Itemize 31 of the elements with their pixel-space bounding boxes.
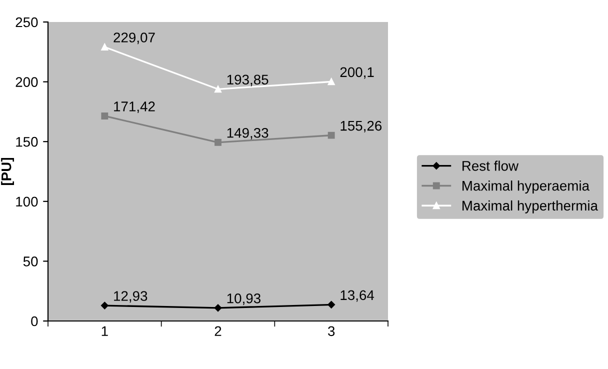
y-axis-title: [PU] xyxy=(1,158,14,185)
data-label: 149,33 xyxy=(227,128,268,140)
legend-label: Maximal hyperaemia xyxy=(462,180,590,194)
data-label: 12,93 xyxy=(114,291,148,303)
data-label: 200,1 xyxy=(340,67,374,79)
data-label: 10,93 xyxy=(227,293,260,305)
data-label: 229,07 xyxy=(114,32,155,44)
x-tick-label: 3 xyxy=(328,326,335,336)
y-tick-label: 150 xyxy=(16,136,38,147)
x-tick-label: 2 xyxy=(214,326,222,336)
point xyxy=(214,138,222,146)
x-tick-label: 1 xyxy=(102,326,108,336)
data-label: 13,64 xyxy=(340,290,374,302)
legend-label: Maximal hyperthermia xyxy=(462,200,598,214)
point xyxy=(101,44,108,51)
y-tick-label: 0 xyxy=(31,316,38,326)
point xyxy=(214,86,222,93)
point xyxy=(328,78,335,86)
point xyxy=(328,132,335,139)
data-label: 193,85 xyxy=(227,74,268,86)
point xyxy=(101,302,108,310)
y-tick-label: 200 xyxy=(16,77,38,87)
point xyxy=(328,301,335,308)
data-label: 155,26 xyxy=(340,120,382,132)
legend-label: Rest flow xyxy=(462,160,519,171)
point xyxy=(101,112,108,120)
point xyxy=(214,304,222,312)
y-tick-label: 50 xyxy=(23,256,38,266)
y-tick-label: 100 xyxy=(16,196,38,207)
data-label: 171,42 xyxy=(114,102,155,114)
y-tick-label: 250 xyxy=(16,17,38,28)
